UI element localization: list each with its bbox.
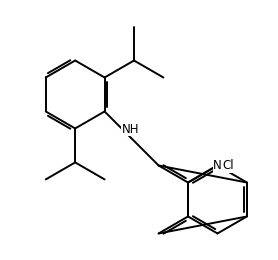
Text: Cl: Cl <box>222 159 234 172</box>
Text: N: N <box>213 159 222 172</box>
Text: NH: NH <box>121 123 139 136</box>
